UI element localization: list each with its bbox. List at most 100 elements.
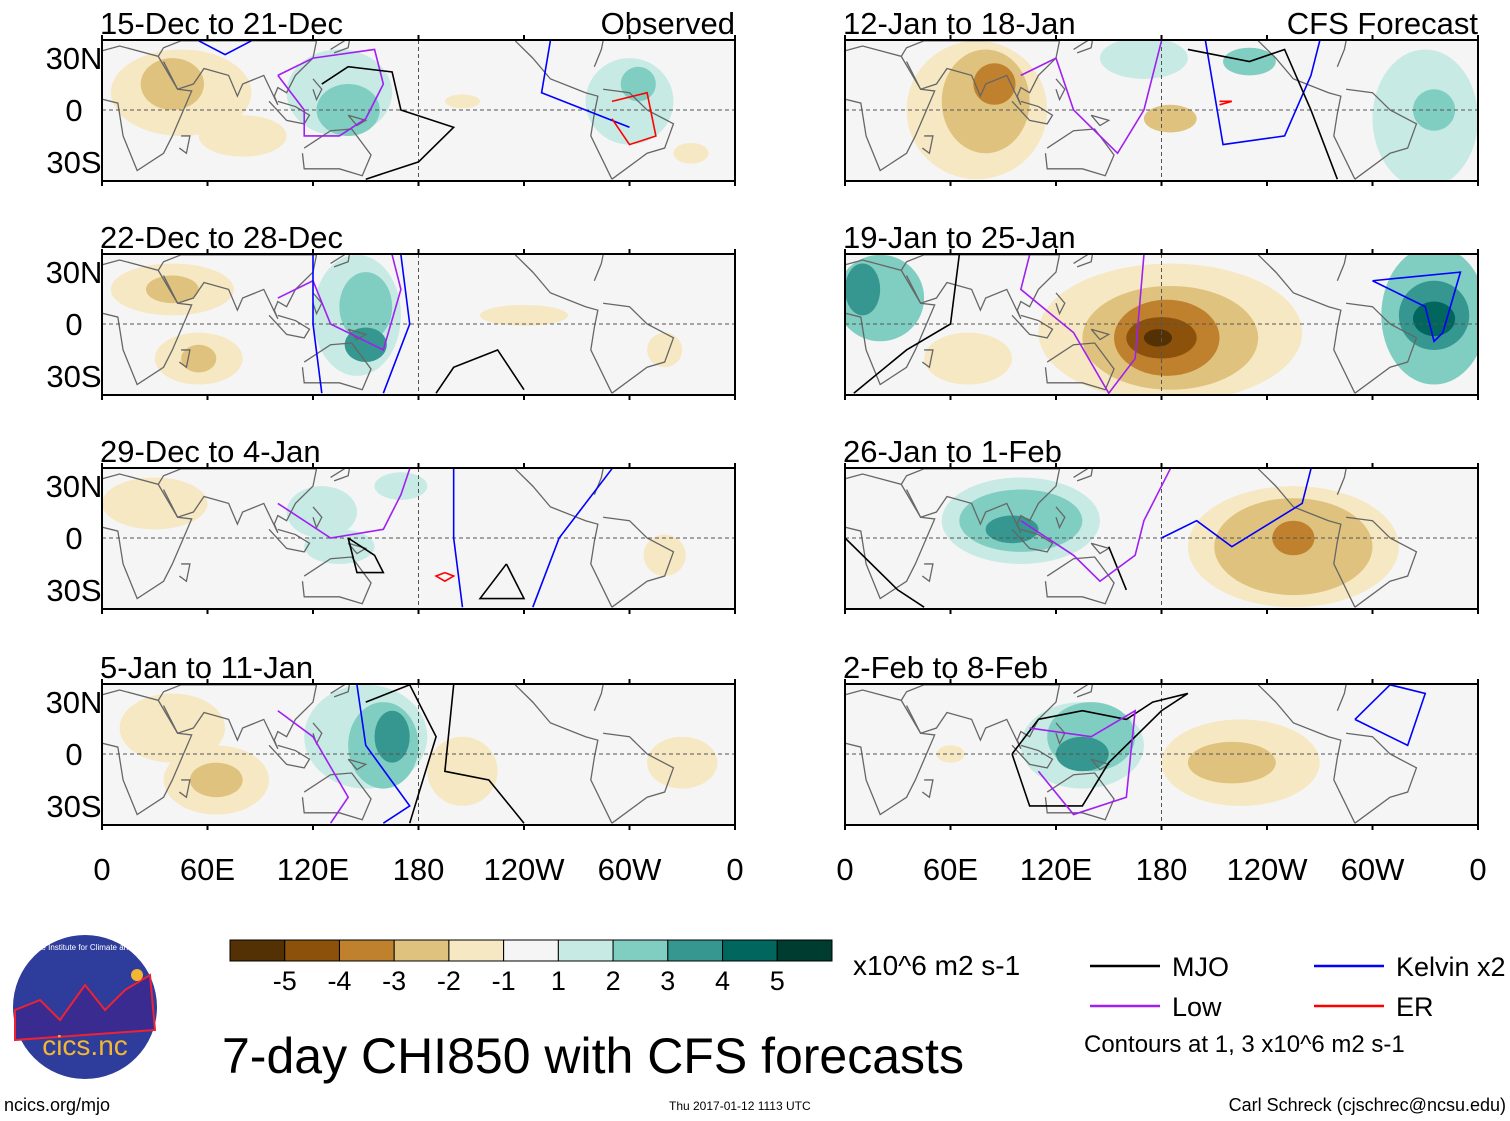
coastline (347, 542, 368, 555)
coastline (1011, 314, 1054, 339)
chi850-anomaly-region (198, 115, 287, 157)
map-content (102, 684, 735, 825)
colorbar-swatch (393, 939, 450, 962)
coastline (301, 128, 372, 177)
map-content (845, 40, 1478, 181)
coastline (330, 254, 351, 268)
lat-tick-label: 0 (65, 737, 82, 772)
coastline (1055, 292, 1066, 316)
panel-title: 5-Jan to 11-Jan (100, 650, 313, 685)
lon-tick-label: 180 (393, 852, 445, 887)
chi850-anomaly-region (643, 534, 686, 577)
kelvin-contour (1161, 468, 1312, 548)
low-contour (277, 48, 385, 137)
coastline (1257, 254, 1356, 394)
panel-tag: Observed (601, 6, 735, 41)
coastline (1336, 468, 1347, 495)
panel-title: 29-Dec to 4-Jan (100, 434, 321, 469)
colorbar-label: 4 (715, 966, 730, 996)
legend-label: Kelvin x2 (1396, 952, 1506, 982)
chi850-anomaly-region (102, 477, 208, 530)
colorbar-swatch (776, 939, 833, 962)
cics-logo: cics.nc Cooperative Institute for Climate… (3, 935, 168, 1079)
lat-tick-label: 30N (46, 685, 103, 720)
lat-tick-label: 30N (46, 469, 103, 504)
coastline (1257, 468, 1356, 608)
er-contour (1219, 100, 1233, 106)
chi850-anomaly-region (1056, 736, 1109, 772)
lat-tick-label: 30N (46, 255, 103, 290)
coastline (1346, 516, 1418, 608)
map-content (102, 40, 735, 181)
coastline (1055, 506, 1066, 530)
coastline (514, 40, 613, 180)
colorbar-label: -3 (382, 966, 406, 996)
coastline (1011, 744, 1054, 769)
lat-tick-label: 30N (46, 41, 103, 76)
coastline (330, 684, 351, 698)
low-contour (277, 468, 411, 539)
coastline (102, 689, 193, 816)
lon-tick-label: 60E (923, 852, 978, 887)
lon-tick-label: 0 (726, 852, 743, 887)
coastline (268, 100, 311, 125)
footer-url[interactable]: ncics.org/mjo (4, 1095, 111, 1115)
chi850-anomaly-region (845, 263, 881, 316)
lon-tick-label: 180 (1136, 852, 1188, 887)
map-panel: 2-Feb to 8-Feb (843, 650, 1479, 830)
colorbar-swatch (503, 939, 559, 962)
coastline (514, 684, 613, 824)
coastline (514, 468, 613, 608)
chi850-anomaly-region (973, 63, 1016, 105)
chi850-anomaly-region (620, 66, 656, 102)
coastline (921, 135, 934, 155)
colorbar-label: 1 (551, 966, 566, 996)
colorbar-label: 5 (770, 966, 785, 996)
er-contour (434, 571, 456, 583)
kelvin-contour (382, 254, 411, 394)
panel-title: 12-Jan to 18-Jan (843, 6, 1076, 41)
panel-title: 26-Jan to 1-Feb (843, 434, 1062, 469)
colorbar-label: -1 (492, 966, 516, 996)
mjo-contour (321, 65, 456, 180)
coastline (603, 732, 675, 824)
lat-tick-label: 0 (65, 93, 82, 128)
colorbar-swatch (612, 939, 669, 962)
coastline (1090, 758, 1111, 771)
lon-tick-label: 0 (836, 852, 853, 887)
chi850-anomaly-region (374, 472, 428, 500)
footer-timestamp: Thu 2017-01-12 1113 UTC (669, 1099, 811, 1113)
kelvin-contour (312, 254, 323, 394)
chi850-anomaly-region (924, 332, 1013, 385)
coastline (1346, 302, 1418, 394)
coastline (312, 292, 323, 316)
coastline (312, 78, 323, 102)
map-panel: 26-Jan to 1-Feb (843, 434, 1479, 614)
coastline (1346, 88, 1418, 180)
coastline (845, 259, 936, 386)
low-contour (277, 710, 350, 824)
coastline (1055, 78, 1066, 102)
colorbar-label: 2 (606, 966, 621, 996)
lat-tick-label: 30S (46, 789, 101, 824)
map-panel: 19-Jan to 25-Jan (843, 220, 1479, 400)
coastline (178, 135, 191, 155)
er-contour (611, 91, 657, 146)
map-panel: 12-Jan to 18-Jan CFS Forecast (843, 6, 1479, 186)
footer-author: Carl Schreck (cjschrec@ncsu.edu) (1228, 1095, 1506, 1115)
chi850-anomaly-region (1187, 741, 1276, 784)
mjo-contour (1187, 48, 1339, 180)
coastline (845, 45, 936, 172)
coastline (178, 779, 191, 799)
lon-tick-label: 120E (1020, 852, 1092, 887)
colorbar-swatch (338, 939, 395, 962)
chi850-anomaly-region (647, 332, 683, 368)
coastline (1073, 468, 1094, 482)
colorbar-swatch (229, 939, 286, 962)
coastline (514, 254, 613, 394)
coastline (1346, 732, 1418, 824)
coastline (268, 744, 311, 769)
coastline (1336, 684, 1347, 711)
logo-ring-text: Cooperative Institute for Climate and Sa… (3, 943, 168, 952)
